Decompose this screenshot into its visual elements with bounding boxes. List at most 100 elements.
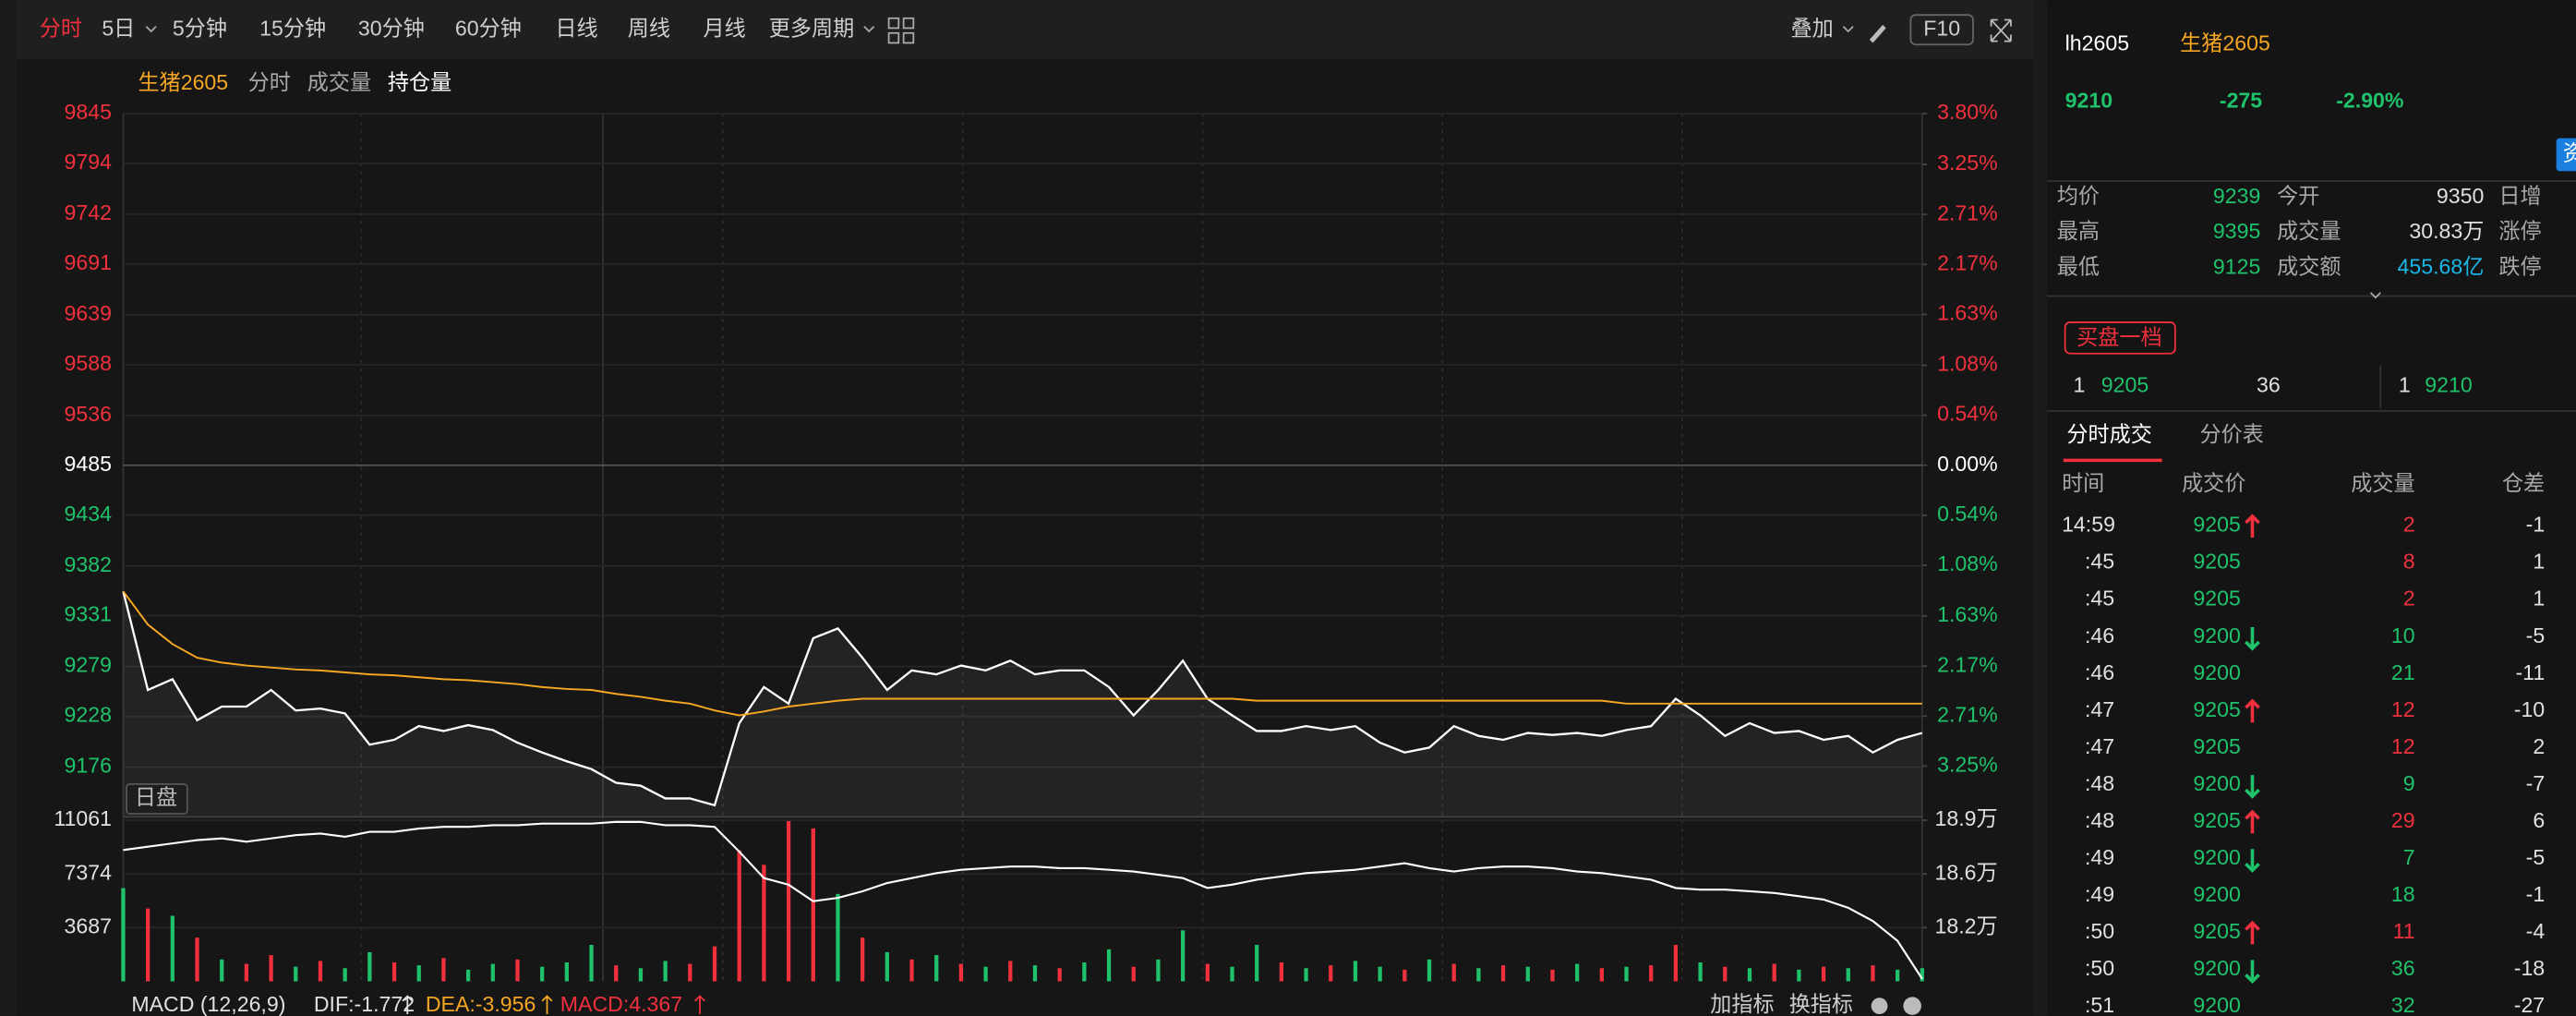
volume-bar: [1747, 968, 1752, 982]
volume-bar: [1797, 969, 1801, 982]
legend-item[interactable]: 成交量: [307, 70, 371, 94]
trade-time: :49: [2085, 845, 2114, 869]
arrow-down: [2245, 627, 2260, 651]
volume-bar: [1329, 965, 1333, 982]
volume-bar: [1304, 968, 1308, 982]
contract-name: 生猪2605: [2180, 30, 2270, 54]
volume-bar: [1451, 963, 1456, 982]
indicator-button[interactable]: 换指标: [1789, 992, 1853, 1016]
volume-bar: [1723, 966, 1727, 982]
layout-icon[interactable]: [887, 31, 900, 44]
tab[interactable]: 分时成交: [2066, 422, 2152, 446]
period-tab[interactable]: 15分钟: [259, 16, 326, 40]
y-tick-label: 9742: [65, 200, 112, 224]
period-tab[interactable]: 更多周期: [769, 16, 854, 40]
period-tab[interactable]: 5日: [102, 16, 135, 40]
volume-bar: [1500, 965, 1506, 982]
chart-panel: [16, 0, 2034, 1016]
volume-bar: [1525, 966, 1530, 982]
trade-oi-change: -27: [2514, 993, 2545, 1016]
period-tab[interactable]: 周线: [628, 16, 670, 40]
volume-bar: [836, 893, 840, 982]
stat-value: 455.68亿: [2397, 254, 2484, 278]
layout-icon[interactable]: [887, 17, 900, 30]
period-tab[interactable]: 日线: [555, 16, 597, 40]
volume-bar: [490, 963, 495, 982]
period-tab[interactable]: 月线: [704, 16, 746, 40]
f10-button[interactable]: F10: [1923, 16, 1960, 40]
arrow-up: [2245, 514, 2260, 538]
bid-volume: 36: [2257, 372, 2281, 396]
volume-bar: [958, 963, 964, 982]
y-tick-label: 9845: [65, 100, 112, 124]
volume-bar: [1106, 949, 1112, 982]
arrow-down: [2245, 849, 2260, 873]
trade-price: 9205: [2193, 734, 2240, 758]
trade-time: :48: [2085, 808, 2114, 832]
legend-item[interactable]: 持仓量: [388, 70, 451, 94]
y2-tick-label: 2.17%: [1937, 652, 1998, 676]
bid-price: 9205: [2101, 372, 2149, 396]
trade-time: :48: [2085, 771, 2114, 795]
y2-tick-label: 18.2万: [1935, 913, 1998, 937]
arrow-up: [2245, 809, 2260, 834]
overlay-button[interactable]: 叠加: [1790, 16, 1833, 40]
legend-item[interactable]: 分时: [248, 70, 291, 94]
stat-label: 今开: [2277, 184, 2319, 208]
y2-tick-label: 1.08%: [1937, 352, 1998, 376]
y-tick-label: 3687: [65, 913, 112, 937]
trade-time: :45: [2085, 550, 2114, 574]
volume-bar: [1426, 959, 1432, 982]
period-tab[interactable]: 60分钟: [455, 16, 522, 40]
trade-time: :46: [2085, 623, 2114, 647]
ask-level: 1: [2399, 372, 2411, 396]
trade-volume: 12: [2391, 697, 2415, 721]
close-icon[interactable]: [1903, 997, 1921, 1015]
volume-bar: [343, 968, 347, 982]
trade-time: 14:59: [2062, 513, 2115, 537]
settings-icon[interactable]: [1871, 998, 1888, 1015]
trade-volume: 2: [2403, 587, 2415, 611]
side-tab-label: 资: [2563, 141, 2576, 165]
splitter: [2033, 0, 2048, 1016]
volume-bar: [564, 962, 570, 982]
stat-label: 最高: [2057, 219, 2100, 243]
trade-price: 9200: [2193, 771, 2240, 795]
period-tab[interactable]: 分时: [40, 16, 82, 40]
trade-price: 9205: [2193, 919, 2240, 943]
period-tab[interactable]: 5分钟: [173, 16, 227, 40]
f10-box[interactable]: [1909, 14, 1974, 46]
indicator-name: MACD (12,26,9): [131, 992, 285, 1016]
layout-icon[interactable]: [902, 31, 915, 44]
draw-icon[interactable]: [1869, 24, 1886, 43]
volume-bar: [934, 955, 939, 982]
expand-caret[interactable]: [2369, 292, 2381, 299]
trade-volume: 18: [2391, 882, 2415, 906]
volume-bar: [589, 945, 594, 982]
period-tab[interactable]: 30分钟: [358, 16, 425, 40]
trade-oi-change: 1: [2533, 587, 2545, 611]
layout-icon[interactable]: [902, 17, 915, 30]
volume-bar: [1131, 966, 1136, 982]
y-tick-label: 9794: [65, 150, 113, 174]
trade-oi-change: -4: [2526, 919, 2546, 943]
trade-header: 成交价: [2182, 471, 2245, 495]
volume-bar: [391, 962, 397, 982]
y2-tick-label: 0.54%: [1937, 402, 1998, 426]
arrow-down: [2245, 775, 2260, 799]
stat-value: 9125: [2213, 254, 2260, 278]
last-price: 9210: [2065, 89, 2113, 113]
tab[interactable]: 分价表: [2200, 422, 2264, 446]
y-tick-label: 9588: [65, 351, 112, 375]
volume-bar: [712, 946, 717, 982]
y2-tick-label: 3.25%: [1937, 753, 1998, 777]
volume-bar: [861, 937, 865, 982]
fullscreen-icon[interactable]: [1990, 18, 2012, 42]
volume-bar: [318, 961, 323, 982]
volume-bar: [294, 966, 298, 982]
side-tab[interactable]: [2556, 138, 2576, 172]
indicator-button[interactable]: 加指标: [1710, 992, 1774, 1016]
trade-volume: 11: [2393, 919, 2415, 943]
trade-time: :47: [2085, 734, 2114, 758]
trade-time: :50: [2085, 956, 2114, 980]
